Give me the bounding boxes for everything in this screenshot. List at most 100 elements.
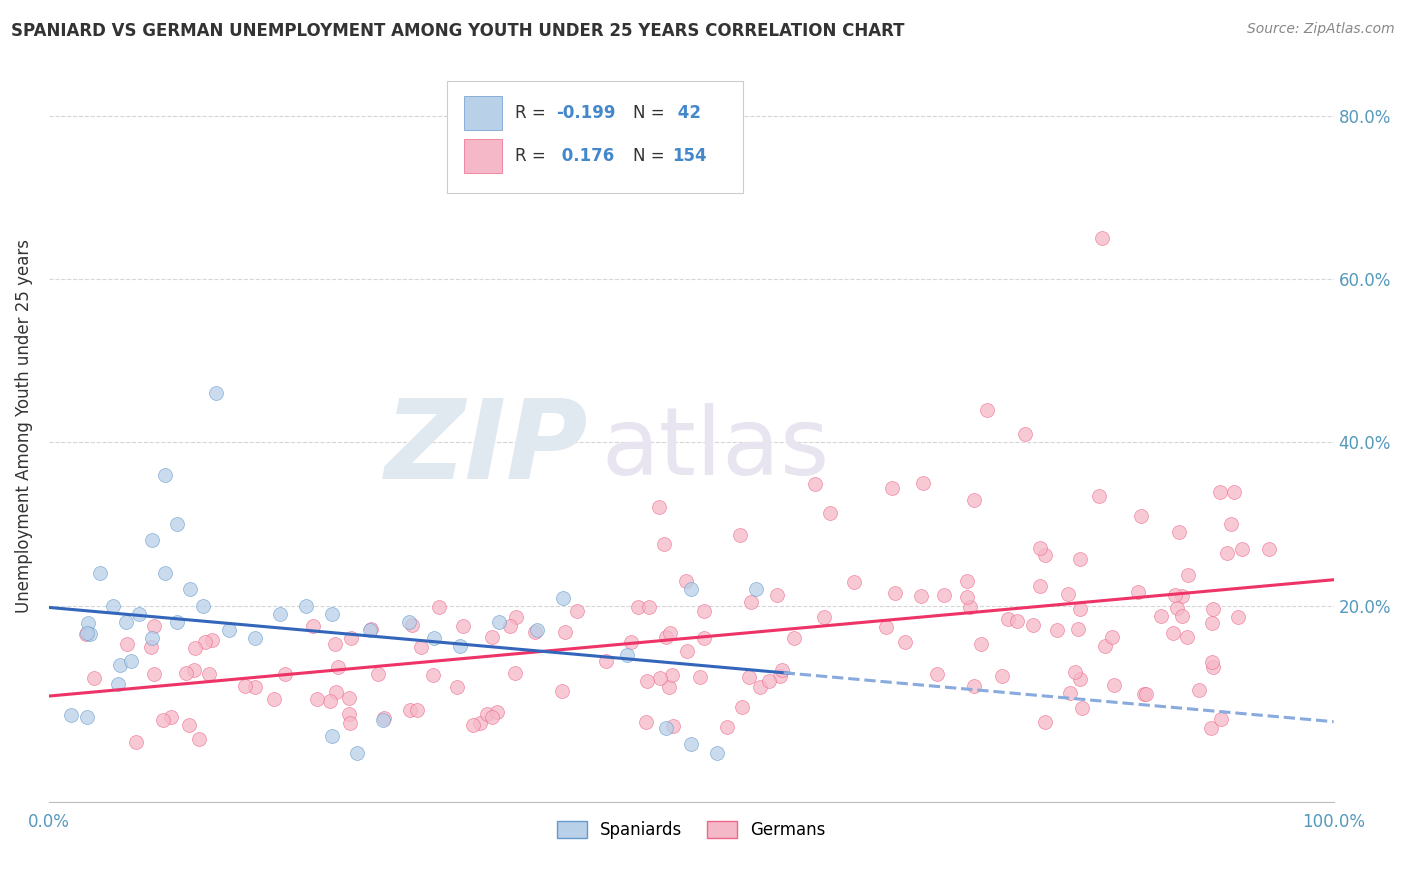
Text: R =: R =	[516, 147, 551, 165]
Point	[963, 492, 986, 507]
Point	[321, 729, 343, 743]
Point	[959, 600, 981, 615]
Point	[1069, 672, 1091, 686]
Point	[107, 676, 129, 690]
Point	[481, 709, 503, 723]
Text: 0.176: 0.176	[557, 147, 614, 165]
Point	[654, 721, 676, 735]
Point	[976, 402, 998, 417]
Point	[423, 632, 446, 646]
Point	[676, 644, 699, 658]
Point	[177, 717, 200, 731]
Point	[184, 640, 207, 655]
Point	[1029, 578, 1052, 592]
Point	[89, 566, 111, 580]
Point	[1211, 712, 1233, 726]
Point	[160, 710, 183, 724]
Point	[652, 537, 675, 551]
Text: atlas: atlas	[602, 402, 830, 495]
Point	[1222, 485, 1244, 500]
Point	[1161, 626, 1184, 640]
Point	[269, 607, 291, 621]
Point	[328, 660, 350, 674]
Point	[166, 517, 188, 532]
Point	[1014, 427, 1036, 442]
Point	[681, 738, 703, 752]
Point	[911, 476, 934, 491]
Point	[554, 624, 576, 639]
Point	[1177, 567, 1199, 582]
Point	[218, 623, 240, 637]
Point	[526, 623, 548, 637]
Text: 42: 42	[672, 104, 702, 122]
Point	[689, 670, 711, 684]
Point	[233, 679, 256, 693]
Point	[273, 667, 295, 681]
Point	[551, 683, 574, 698]
Point	[103, 599, 125, 613]
Point	[1088, 489, 1111, 503]
Text: N =: N =	[634, 104, 671, 122]
Point	[813, 610, 835, 624]
Point	[1135, 687, 1157, 701]
Point	[153, 468, 176, 483]
Point	[1102, 678, 1125, 692]
Point	[1091, 231, 1114, 245]
Point	[194, 635, 217, 649]
Point	[693, 604, 716, 618]
Point	[1232, 542, 1254, 557]
Point	[243, 680, 266, 694]
Point	[758, 673, 780, 688]
Point	[970, 637, 993, 651]
Text: ZIP: ZIP	[385, 395, 589, 502]
Point	[659, 626, 682, 640]
Point	[769, 669, 792, 683]
Point	[263, 691, 285, 706]
Point	[1028, 541, 1050, 555]
Point	[409, 640, 432, 655]
Point	[120, 654, 142, 668]
Point	[956, 590, 979, 604]
Point	[337, 691, 360, 706]
Point	[79, 627, 101, 641]
Point	[463, 717, 485, 731]
Point	[765, 588, 787, 602]
Point	[636, 674, 658, 689]
Text: 154: 154	[672, 147, 707, 165]
Point	[616, 648, 638, 662]
Point	[1056, 586, 1078, 600]
Point	[499, 618, 522, 632]
Point	[115, 638, 138, 652]
Point	[1209, 485, 1232, 500]
Point	[337, 706, 360, 721]
Point	[191, 599, 214, 613]
Point	[1066, 623, 1088, 637]
Point	[295, 599, 318, 613]
Point	[1201, 655, 1223, 669]
Point	[740, 595, 762, 609]
Point	[681, 582, 703, 597]
Point	[524, 624, 547, 639]
Point	[627, 600, 650, 615]
Point	[475, 706, 498, 721]
Point	[243, 632, 266, 646]
Point	[595, 654, 617, 668]
Point	[693, 631, 716, 645]
Point	[1069, 551, 1091, 566]
Point	[115, 615, 138, 629]
Point	[318, 694, 340, 708]
Point	[893, 635, 915, 649]
Point	[1069, 602, 1091, 616]
Point	[128, 607, 150, 621]
Point	[198, 666, 221, 681]
Point	[153, 566, 176, 580]
Point	[141, 533, 163, 548]
Point	[1059, 685, 1081, 699]
Point	[406, 703, 429, 717]
Y-axis label: Unemployment Among Youth under 25 years: Unemployment Among Youth under 25 years	[15, 239, 32, 613]
Point	[1094, 639, 1116, 653]
Point	[1201, 615, 1223, 630]
Point	[125, 735, 148, 749]
Point	[152, 713, 174, 727]
Point	[1126, 585, 1149, 599]
